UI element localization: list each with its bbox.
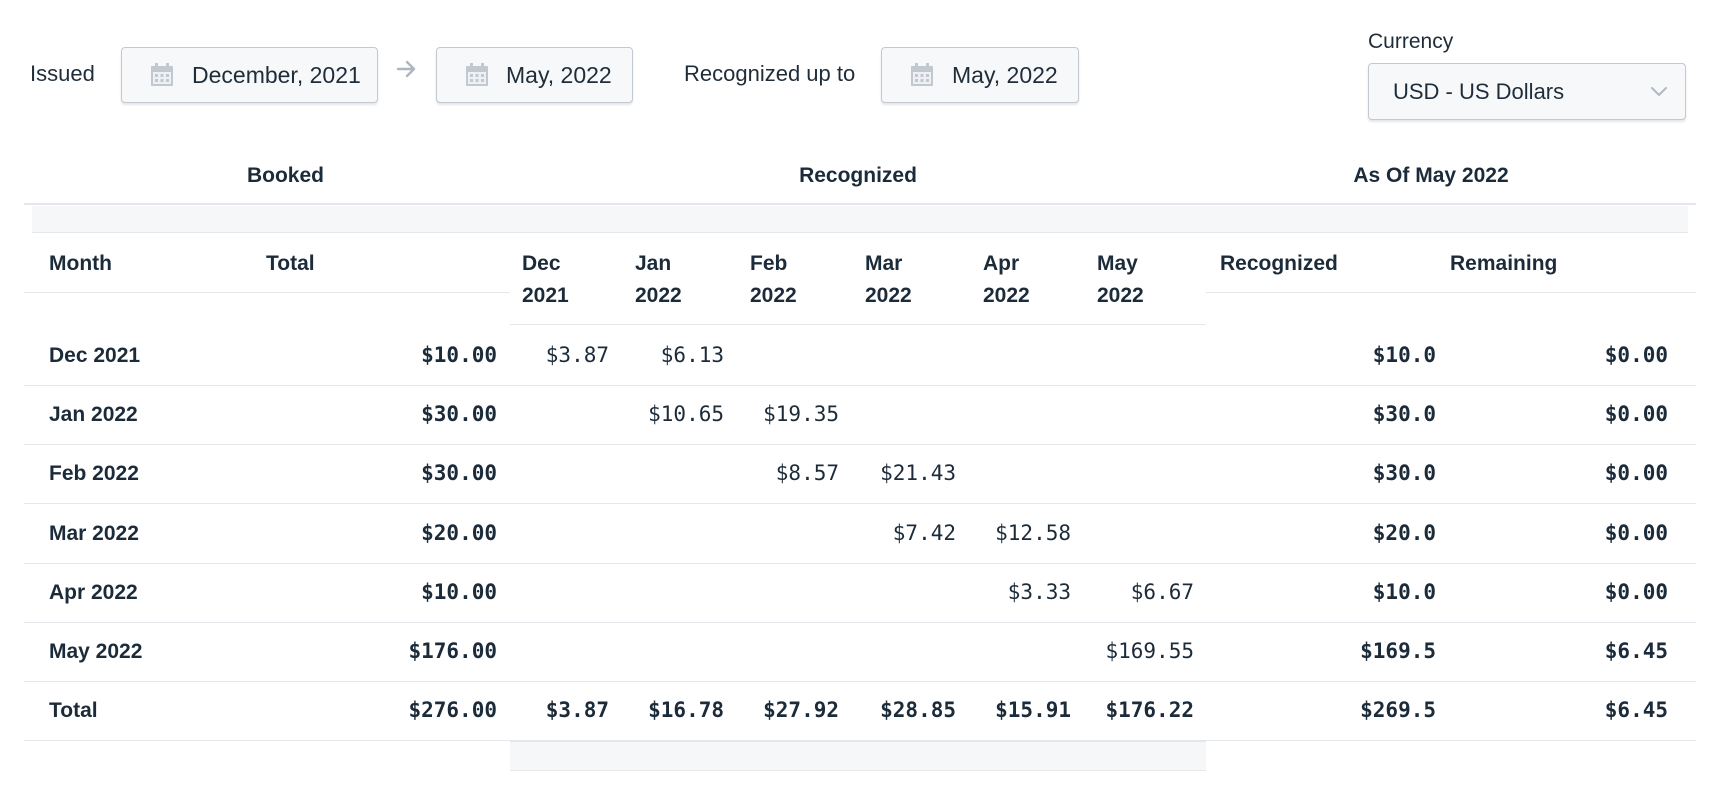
booked-total-cell: $30.00 xyxy=(421,461,497,485)
column-header-total: Total xyxy=(266,252,315,275)
table-row: Mar 2022 $20.00 $7.42 $12.58 $20.0 $0.00 xyxy=(24,504,1696,564)
table-row: Apr 2022 $10.00 $3.33 $6.67 $10.0 $0.00 xyxy=(24,563,1696,623)
table-row: Jan 2022 $30.00 $10.65 $19.35 $30.0 $0.00 xyxy=(24,385,1696,445)
issued-from-date-picker[interactable]: December, 2021 xyxy=(121,47,378,103)
row-month: Dec 2021 xyxy=(49,344,141,367)
as-of-recognized-cell: $269.5 xyxy=(1360,698,1436,722)
column-header-apr-2022: Apr 2022 xyxy=(983,252,1030,307)
header-underline-as-of xyxy=(1206,292,1696,293)
table-row: Dec 2021 $10.00 $3.87 $6.13 $10.0 $0.00 xyxy=(24,326,1696,386)
booked-total-cell: $30.00 xyxy=(421,402,497,426)
currency-label: Currency xyxy=(1368,30,1454,53)
currency-value: USD - US Dollars xyxy=(1393,79,1565,104)
row-month: May 2022 xyxy=(49,640,143,663)
totals-label: Total xyxy=(49,699,98,722)
currency-select[interactable]: USD - US Dollars xyxy=(1368,63,1686,120)
recognized-feb-2022-cell: $19.35 xyxy=(763,402,839,426)
booked-total-cell: $276.00 xyxy=(408,698,497,722)
issued-label: Issued xyxy=(30,61,95,86)
table-row: May 2022 $176.00 $169.55 $169.5 $6.45 xyxy=(24,622,1696,682)
recognized-mar-2022-cell: $21.43 xyxy=(880,461,956,485)
group-header-booked: Booked xyxy=(246,164,324,187)
recognized-may-2022-cell: $6.67 xyxy=(1130,580,1194,604)
as-of-recognized-cell: $10.0 xyxy=(1372,580,1436,604)
booked-total-cell: $10.00 xyxy=(421,343,497,367)
group-header-as-of: As Of May 2022 xyxy=(1353,164,1509,187)
column-header-feb-2022: Feb 2022 xyxy=(750,252,797,307)
recognized-may-2022-cell: $169.55 xyxy=(1105,639,1194,663)
row-month: Jan 2022 xyxy=(49,403,138,426)
as-of-recognized-cell: $20.0 xyxy=(1372,521,1436,545)
arrow-right-icon xyxy=(396,60,416,78)
recognized-apr-2022-cell: $3.33 xyxy=(1007,580,1071,604)
row-month: Apr 2022 xyxy=(49,581,138,604)
recognized-dec-2021-cell: $3.87 xyxy=(545,698,609,722)
group-header-divider xyxy=(24,203,1696,205)
table-row: Feb 2022 $30.00 $8.57 $21.43 $30.0 $0.00 xyxy=(24,444,1696,504)
calendar-icon xyxy=(151,63,173,86)
booked-total-cell: $10.00 xyxy=(421,580,497,604)
recognized-dec-2021-cell: $3.87 xyxy=(545,343,609,367)
row-month: Feb 2022 xyxy=(49,462,139,485)
as-of-remaining-cell: $0.00 xyxy=(1604,402,1668,426)
column-header-recognized: Recognized xyxy=(1220,252,1338,275)
recognized-jan-2022-cell: $16.78 xyxy=(648,698,724,722)
header-spacer-band xyxy=(32,206,1688,233)
recognized-jan-2022-cell: $6.13 xyxy=(660,343,724,367)
header-underline-months xyxy=(510,324,1206,325)
as-of-recognized-cell: $10.0 xyxy=(1372,343,1436,367)
as-of-remaining-cell: $0.00 xyxy=(1604,461,1668,485)
as-of-remaining-cell: $0.00 xyxy=(1604,580,1668,604)
group-header-recognized: Recognized xyxy=(799,164,917,187)
column-header-month: Month xyxy=(49,252,112,275)
recognized-feb-2022-cell: $27.92 xyxy=(763,698,839,722)
column-header-remaining: Remaining xyxy=(1450,252,1558,275)
footer-spacer-band xyxy=(510,740,1206,771)
recognized-up-to-value: May, 2022 xyxy=(952,61,1058,88)
recognized-feb-2022-cell: $8.57 xyxy=(775,461,839,485)
chevron-down-icon xyxy=(1651,87,1667,96)
as-of-recognized-cell: $169.5 xyxy=(1360,639,1436,663)
totals-row: Total $276.00 $3.87 $16.78 $27.92 $28.85 $15.9… xyxy=(24,681,1696,741)
column-header-dec-2021: Dec 2021 xyxy=(522,252,569,307)
issued-to-value: May, 2022 xyxy=(506,61,612,88)
recognized-mar-2022-cell: $28.85 xyxy=(880,698,956,722)
recognized-apr-2022-cell: $15.91 xyxy=(995,698,1071,722)
row-month: Mar 2022 xyxy=(49,522,139,545)
recognized-may-2022-cell: $176.22 xyxy=(1105,698,1194,722)
recognized-apr-2022-cell: $12.58 xyxy=(995,521,1071,545)
recognized-up-to-date-picker[interactable]: May, 2022 xyxy=(881,47,1079,103)
as-of-remaining-cell: $0.00 xyxy=(1604,343,1668,367)
as-of-recognized-cell: $30.0 xyxy=(1372,461,1436,485)
column-header-may-2022: May 2022 xyxy=(1097,252,1144,307)
issued-to-date-picker[interactable]: May, 2022 xyxy=(436,47,633,103)
header-underline-booked xyxy=(24,292,510,293)
calendar-icon xyxy=(911,63,933,86)
column-header-jan-2022: Jan 2022 xyxy=(635,252,682,307)
recognized-jan-2022-cell: $10.65 xyxy=(648,402,724,426)
booked-total-cell: $20.00 xyxy=(421,521,497,545)
issued-from-value: December, 2021 xyxy=(192,61,361,88)
calendar-icon xyxy=(466,63,488,86)
recognized-mar-2022-cell: $7.42 xyxy=(892,521,956,545)
as-of-recognized-cell: $30.0 xyxy=(1372,402,1436,426)
as-of-remaining-cell: $0.00 xyxy=(1604,521,1668,545)
column-header-mar-2022: Mar 2022 xyxy=(865,252,912,307)
recognized-up-to-label: Recognized up to xyxy=(684,61,856,86)
booked-total-cell: $176.00 xyxy=(408,639,497,663)
as-of-remaining-cell: $6.45 xyxy=(1604,698,1668,722)
as-of-remaining-cell: $6.45 xyxy=(1604,639,1668,663)
